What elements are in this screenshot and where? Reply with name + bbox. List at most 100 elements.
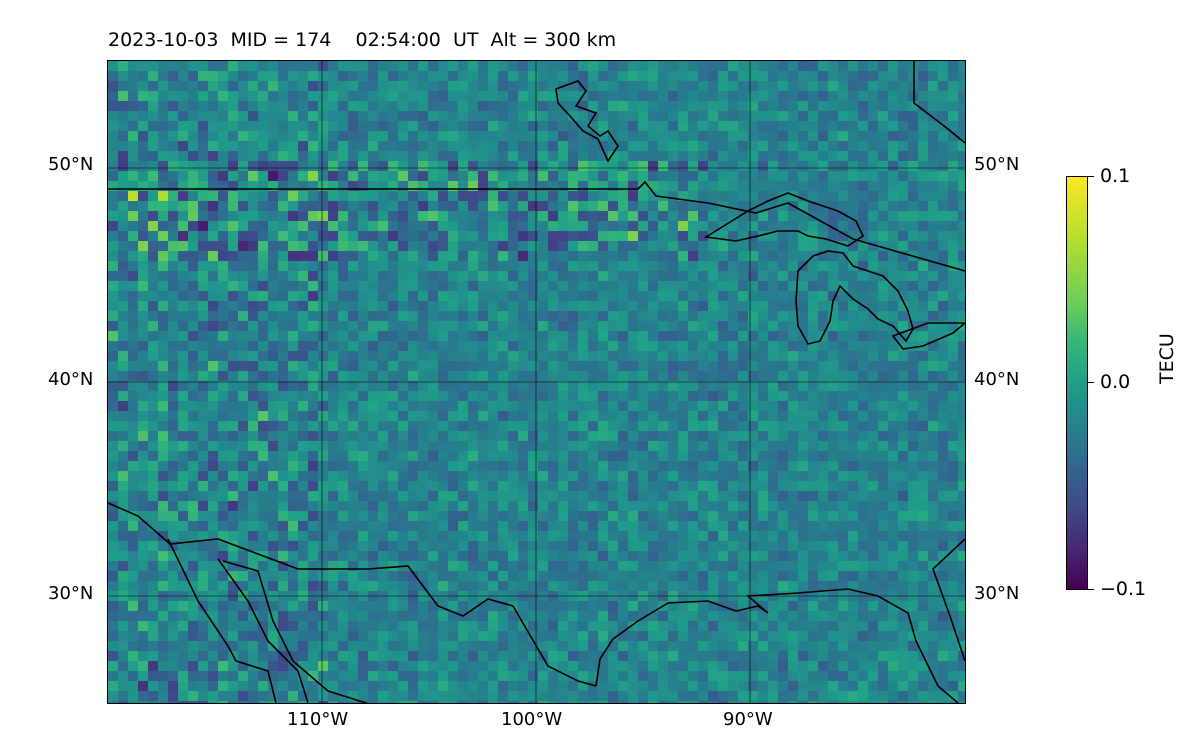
tec-cell	[258, 371, 269, 382]
tec-cell	[338, 631, 349, 642]
tec-cell	[138, 111, 149, 122]
tec-cell	[818, 521, 829, 532]
tec-cell	[588, 361, 599, 372]
tec-cell	[758, 561, 769, 572]
tec-cell	[328, 291, 339, 302]
tec-cell	[238, 291, 249, 302]
tec-cell	[418, 451, 429, 462]
tec-cell	[668, 371, 679, 382]
tec-cell	[658, 541, 669, 552]
tec-cell	[158, 491, 169, 502]
tec-cell	[238, 261, 249, 272]
tec-cell	[258, 281, 269, 292]
tec-cell	[608, 621, 619, 632]
tec-cell	[718, 431, 729, 442]
tec-cell	[208, 411, 219, 422]
tec-cell	[698, 171, 709, 182]
tec-cell	[848, 131, 859, 142]
tec-cell	[698, 401, 709, 412]
tec-cell	[418, 411, 429, 422]
tec-cell	[528, 351, 539, 362]
tec-cell	[708, 141, 719, 152]
tec-cell	[828, 281, 839, 292]
tec-cell	[928, 571, 939, 582]
tec-cell	[478, 261, 489, 272]
tec-cell	[288, 271, 299, 282]
tec-cell	[878, 91, 889, 102]
tec-cell	[868, 141, 879, 152]
tec-cell	[488, 631, 499, 642]
tec-cell	[708, 611, 719, 622]
tec-cell	[198, 521, 209, 532]
tec-cell	[778, 281, 789, 292]
tec-cell	[488, 71, 499, 82]
tec-cell	[468, 451, 479, 462]
tec-cell	[498, 371, 509, 382]
tec-cell	[758, 521, 769, 532]
tec-cell	[318, 501, 329, 512]
tec-cell	[358, 361, 369, 372]
tec-cell	[258, 481, 269, 492]
tec-cell	[438, 411, 449, 422]
tec-cell	[218, 81, 229, 92]
tec-cell	[338, 381, 349, 392]
tec-cell	[598, 481, 609, 492]
tec-cell	[498, 191, 509, 202]
tec-cell	[508, 401, 519, 412]
tec-cell	[348, 171, 359, 182]
tec-cell	[448, 201, 459, 212]
tec-cell	[418, 491, 429, 502]
tec-cell	[828, 621, 839, 632]
tec-cell	[948, 271, 959, 282]
tec-cell	[738, 621, 749, 632]
tec-cell	[758, 111, 769, 122]
tec-cell	[288, 201, 299, 212]
tec-cell	[728, 221, 739, 232]
tec-cell	[298, 221, 309, 232]
tec-cell	[948, 331, 959, 342]
tec-cell	[328, 451, 339, 462]
tec-cell	[138, 251, 149, 262]
tec-cell	[428, 261, 439, 272]
tec-cell	[128, 71, 139, 82]
tec-cell	[638, 631, 649, 642]
tec-cell	[178, 301, 189, 312]
tec-cell	[878, 281, 889, 292]
tec-cell	[398, 191, 409, 202]
tec-cell	[358, 221, 369, 232]
tec-cell	[788, 571, 799, 582]
tec-cell	[118, 121, 129, 132]
tec-cell	[628, 411, 639, 422]
tec-cell	[108, 251, 119, 262]
tec-cell	[788, 361, 799, 372]
tec-cell	[668, 251, 679, 262]
tec-cell	[628, 391, 639, 402]
tec-cell	[928, 561, 939, 572]
tec-cell	[178, 421, 189, 432]
tec-cell	[548, 101, 559, 112]
tec-cell	[268, 421, 279, 432]
tec-cell	[418, 141, 429, 152]
tec-cell	[768, 321, 779, 332]
tec-cell	[858, 251, 869, 262]
tec-cell	[318, 391, 329, 402]
tec-cell	[268, 621, 279, 632]
tec-cell	[438, 121, 449, 132]
tec-cell	[838, 461, 849, 472]
tec-cell	[688, 151, 699, 162]
tec-cell	[208, 451, 219, 462]
tec-cell	[658, 401, 669, 412]
tec-cell	[178, 331, 189, 342]
tec-cell	[778, 171, 789, 182]
tec-cell	[818, 501, 829, 512]
tec-cell	[828, 121, 839, 132]
tec-cell	[268, 221, 279, 232]
tec-cell	[778, 81, 789, 92]
tec-cell	[278, 471, 289, 482]
tec-cell	[888, 521, 899, 532]
tec-cell	[138, 631, 149, 642]
tec-cell	[178, 551, 189, 562]
tec-cell	[248, 151, 259, 162]
tec-cell	[758, 161, 769, 172]
tec-cell	[438, 341, 449, 352]
